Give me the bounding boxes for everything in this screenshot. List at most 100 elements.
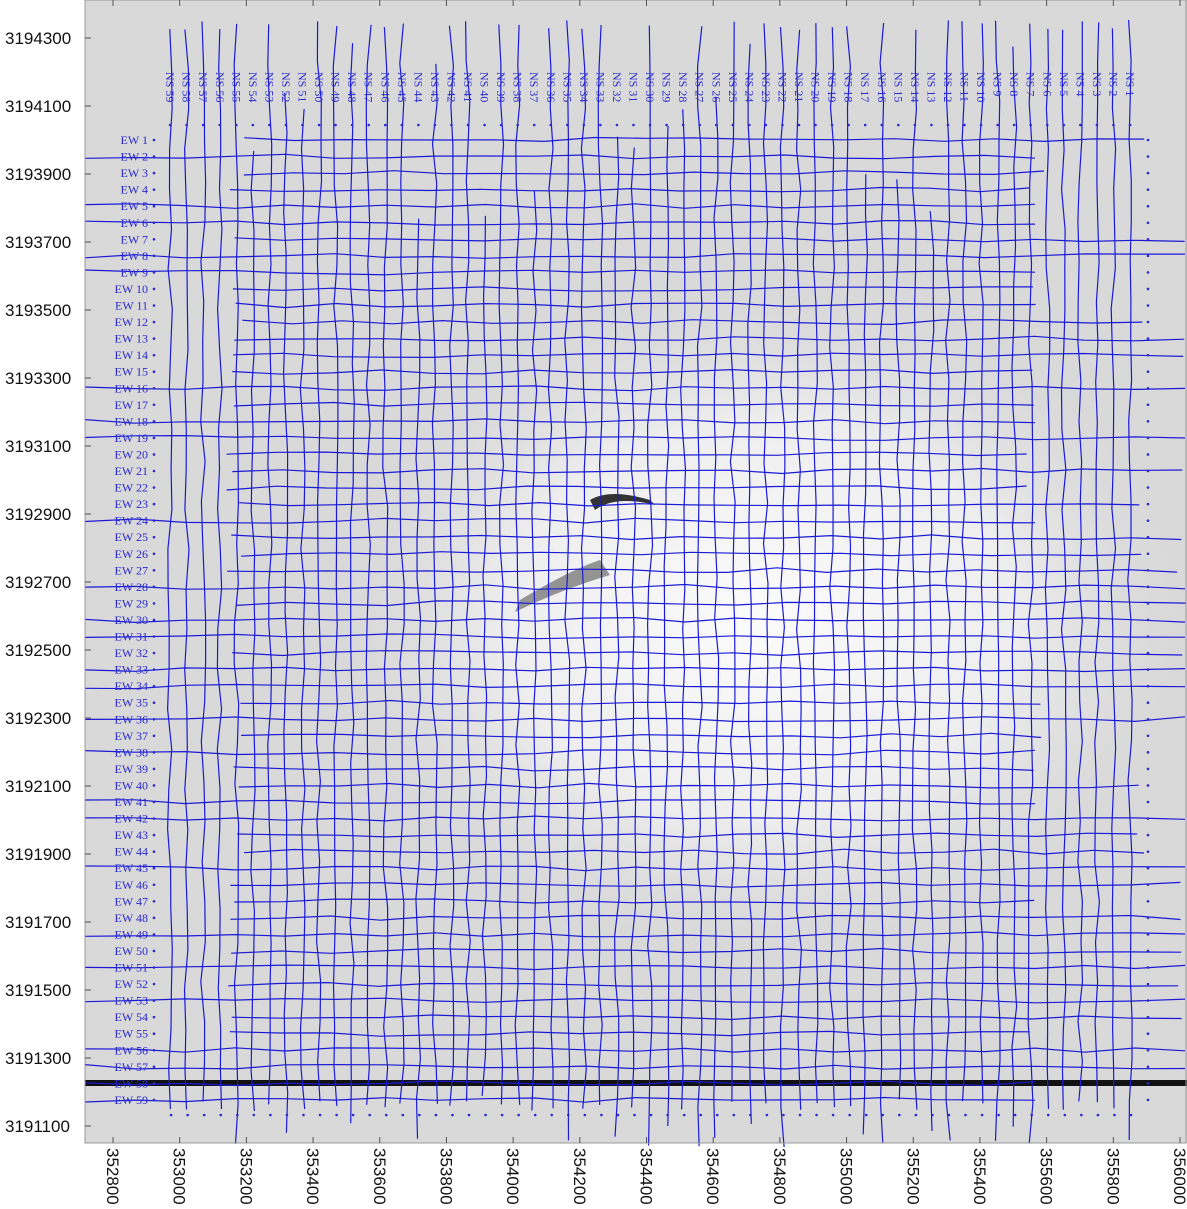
ew-dot	[152, 155, 156, 158]
ew-right-dot	[1146, 866, 1150, 870]
ns-dot	[201, 123, 205, 127]
ew-line	[232, 650, 1183, 657]
ew-right-dot	[1146, 420, 1150, 423]
ew-dot	[152, 254, 156, 258]
ns-bottom-dot	[484, 1113, 487, 1117]
ns-bottom-dot	[1113, 1113, 1116, 1117]
ew-label: EW 12	[115, 315, 148, 329]
ns-label: NS 31	[627, 72, 641, 102]
ns-bottom-dot	[864, 1113, 868, 1117]
ns-label: NS 12	[941, 72, 955, 102]
ew-right-dot	[1146, 171, 1150, 175]
ns-line	[299, 108, 306, 1110]
y-tick-label: 3192900	[5, 505, 71, 524]
ns-line	[282, 92, 289, 1133]
ew-label: EW 43	[115, 828, 148, 842]
ew-dot	[152, 933, 156, 936]
ns-line	[762, 23, 769, 1104]
y-tick-label: 3194100	[5, 97, 71, 116]
ns-dot	[532, 123, 536, 127]
ew-label: EW 9	[121, 265, 148, 279]
ew-label: EW 25	[115, 530, 148, 544]
ew-right-dot	[1146, 900, 1150, 903]
ew-line	[244, 136, 1145, 143]
ns-bottom-dot	[567, 1113, 570, 1117]
ns-label: NS 55	[229, 72, 243, 102]
ew-line	[229, 186, 1031, 193]
survey-lines	[84, 19, 1187, 1148]
ns-label: NS 50	[312, 72, 326, 102]
ns-bottom-dot	[533, 1113, 537, 1117]
ns-dot	[930, 123, 933, 127]
ns-label: NS 35	[560, 72, 574, 102]
ns-label: NS 47	[362, 72, 376, 102]
ew-right-dot	[1146, 1098, 1150, 1102]
ew-label: EW 39	[115, 762, 148, 776]
ew-label: EW 19	[115, 431, 148, 445]
ew-dot	[152, 171, 156, 175]
y-tick-label: 3191300	[5, 1049, 71, 1068]
ns-label: NS 3	[1090, 72, 1104, 96]
ns-dot	[251, 123, 255, 127]
ns-bottom-dot	[517, 1113, 520, 1117]
x-tick-label: 353800	[436, 1148, 455, 1205]
ew-label: EW 24	[115, 514, 148, 528]
ew-label: EW 28	[115, 580, 148, 594]
ew-right-dot	[1146, 585, 1150, 589]
x-tick-label: 355600	[1037, 1148, 1056, 1205]
ns-line	[166, 29, 173, 1110]
ew-right-dot	[1146, 569, 1150, 572]
ns-line	[547, 28, 554, 1109]
ew-right-dot	[1146, 751, 1150, 754]
ns-label: NS 18	[842, 72, 856, 102]
ew-line	[84, 1096, 1036, 1103]
ns-dot	[466, 123, 470, 127]
ns-dot	[615, 123, 619, 127]
ns-label: NS 44	[411, 72, 425, 102]
ns-label: NS 4	[1073, 72, 1087, 96]
ns-line	[531, 190, 538, 1111]
ns-label: NS 34	[577, 72, 591, 102]
ew-line	[236, 600, 1187, 607]
ew-label: EW 13	[115, 332, 148, 346]
ew-label: EW 37	[115, 729, 148, 743]
ns-label: NS 30	[643, 72, 657, 102]
ns-label: NS 1	[1123, 72, 1137, 96]
ew-label: EW 54	[115, 1010, 148, 1024]
ns-line	[747, 43, 753, 1124]
ns-dot	[781, 123, 784, 127]
ew-line	[84, 749, 1036, 756]
ns-label: NS 15	[891, 72, 905, 102]
ns-bottom-dot	[1030, 1113, 1033, 1117]
ew-label: EW 33	[115, 663, 148, 677]
ew-dot	[152, 1065, 156, 1069]
ns-dot	[1112, 123, 1115, 127]
ew-dot	[152, 866, 156, 870]
ew-right-dot	[1146, 138, 1150, 142]
ew-right-dot	[1146, 552, 1150, 556]
ns-bottom-dot	[848, 1113, 851, 1117]
ew-line	[84, 616, 1186, 624]
ew-label: EW 48	[115, 911, 148, 925]
ns-line	[332, 25, 339, 1106]
ew-line	[226, 451, 1027, 457]
ew-dot	[152, 502, 156, 506]
ew-right-dot	[1146, 933, 1150, 936]
ns-label: NS 39	[494, 72, 508, 102]
ew-label: EW 17	[115, 398, 148, 412]
ew-right-dot	[1146, 966, 1150, 969]
ew-dot	[152, 469, 156, 473]
ns-dot	[218, 123, 222, 127]
y-tick-label: 3193500	[5, 301, 71, 320]
ns-label: NS 27	[693, 72, 707, 102]
ns-bottom-dot	[451, 1113, 454, 1117]
ns-dot	[1012, 123, 1016, 127]
ns-bottom-dot	[384, 1113, 388, 1117]
ew-label: EW 55	[115, 1027, 148, 1041]
ew-right-dot	[1146, 386, 1150, 390]
ew-right-dot	[1146, 717, 1150, 721]
ew-label: EW 15	[115, 365, 148, 379]
ew-label: EW 2	[121, 150, 148, 164]
ew-line	[243, 170, 1044, 176]
ns-label: NS 40	[478, 72, 492, 102]
